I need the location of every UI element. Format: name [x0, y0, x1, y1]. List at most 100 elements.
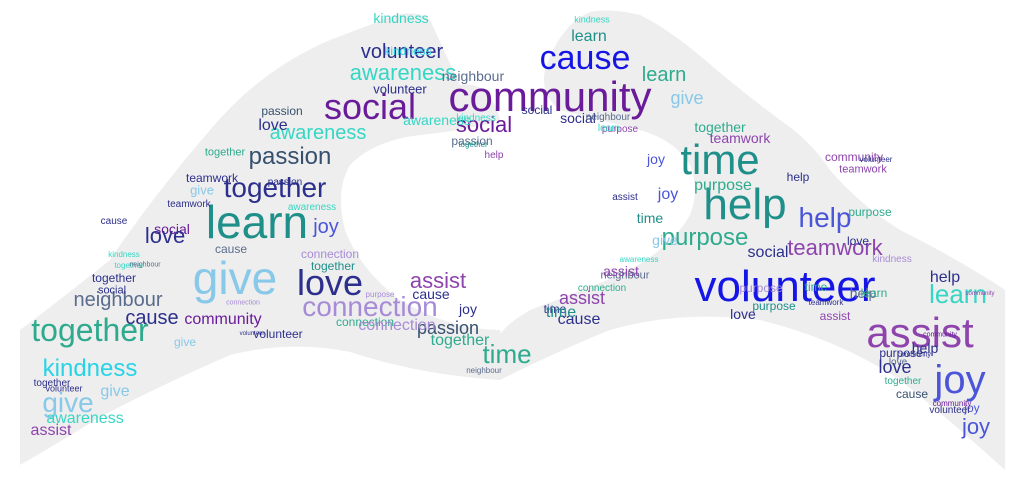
cloud-word-volunteer: volunteer [929, 405, 971, 416]
cloud-word-together: together [310, 259, 356, 273]
cloud-word-social: social [97, 284, 127, 297]
cloud-word-together: together [33, 378, 71, 389]
cloud-word-joy: joy [313, 216, 339, 238]
cloud-word-connection: connection [300, 247, 360, 261]
cloud-word-help: help [703, 180, 787, 229]
cloud-word-kindness: kindness [456, 113, 496, 124]
cloud-word-community: community [923, 331, 957, 339]
cloud-word-love: love [730, 306, 756, 322]
cloud-word-assist: assist [30, 422, 72, 439]
cloud-word-neighbour: neighbour [73, 289, 163, 311]
cloud-word-together: together [223, 172, 327, 203]
cloud-word-connection: connection [577, 283, 627, 294]
cloud-word-connection: connection [302, 291, 438, 322]
cloud-word-kindness: kindness [384, 44, 432, 58]
cloud-word-time: time [680, 136, 760, 183]
right-hand-silhouette [500, 10, 1005, 471]
cloud-word-awareness: awareness [46, 410, 124, 427]
left-hand-silhouette [20, 13, 503, 465]
cloud-word-community: community [824, 150, 884, 164]
cloud-word-cause: cause [412, 286, 450, 302]
cloud-word-help: help [929, 269, 961, 286]
cloud-word-passion: passion [451, 134, 493, 148]
cloud-word-love: love [258, 117, 288, 134]
cloud-word-give: give [190, 182, 214, 198]
cloud-word-passion: passion [248, 143, 332, 170]
cloud-word-time: time [543, 302, 567, 316]
cloud-word-together: together [114, 261, 144, 270]
cloud-word-help: help [798, 202, 852, 233]
cloud-word-cause: cause [557, 311, 601, 328]
cloud-word-together: together [458, 140, 488, 149]
cloud-word-purpose: purpose [848, 205, 892, 219]
cloud-word-joy: joy [647, 151, 665, 167]
cloud-word-joy: joy [964, 401, 980, 415]
cloud-word-purpose: purpose [879, 346, 923, 360]
cloud-word-learn: learn [860, 286, 888, 300]
cloud-word-kindness: kindness [574, 14, 610, 25]
cloud-word-neighbour: neighbour [585, 112, 631, 123]
cloud-word-learn: learn [205, 196, 309, 248]
cloud-word-together: together [430, 332, 490, 349]
cloud-word-purpose: purpose [694, 177, 752, 194]
cloud-word-assist: assist [409, 268, 467, 293]
cloud-word-assist: assist [603, 263, 639, 279]
cloud-word-neighbour: neighbour [600, 269, 650, 282]
cloud-word-assist: assist [866, 309, 974, 356]
cloud-word-volunteer: volunteer [373, 81, 427, 97]
cloud-word-connection: connection [226, 299, 260, 307]
cloud-word-volunteer: volunteer [859, 155, 893, 164]
cloud-word-community: community [184, 311, 262, 328]
cloud-word-help: help [484, 150, 504, 161]
cloud-word-joy: joy [934, 358, 986, 402]
cloud-word-awareness: awareness [619, 255, 659, 264]
cloud-word-give: give [100, 383, 130, 400]
cloud-word-teamwork: teamwork [808, 298, 844, 307]
cloud-word-awareness: awareness [287, 202, 337, 213]
cloud-word-time: time [804, 280, 828, 294]
cloud-word-volunteer: volunteer [360, 41, 444, 63]
cloud-word-cause: cause [895, 387, 929, 401]
cloud-word-kindness: kindness [373, 10, 429, 26]
cloud-word-connection: connection [335, 315, 395, 329]
cloud-word-together: together [884, 376, 922, 387]
cloud-word-give: give [652, 232, 678, 248]
cloud-word-love: love [878, 357, 912, 377]
cloud-word-love: love [296, 262, 364, 303]
cloud-word-social: social [323, 86, 417, 127]
cloud-word-neighbour: neighbour [441, 68, 505, 84]
cloud-word-joy: joy [657, 186, 679, 203]
cloud-word-social: social [154, 221, 190, 237]
cloud-word-kindness: kindness [872, 254, 912, 265]
cloud-word-teamwork: teamwork [185, 171, 239, 185]
cloud-word-cause: cause [539, 39, 631, 77]
cloud-word-learn: learn [597, 123, 621, 134]
cloud-word-social: social [560, 110, 596, 126]
cloud-word-together: together [31, 312, 149, 348]
cloud-word-community: community [897, 351, 931, 359]
cloud-word-community: community [932, 399, 972, 408]
cloud-word-joy: joy [459, 301, 477, 317]
cloud-word-community: community [448, 73, 652, 120]
cloud-word-purpose: purpose [661, 224, 749, 251]
cloud-word-teamwork: teamwork [787, 235, 883, 260]
cloud-word-purpose: purpose [365, 290, 395, 299]
cloud-word-volunteer: volunteer [253, 327, 303, 341]
cloud-word-volunteer: volunteer [45, 383, 83, 394]
cloud-word-cause: cause [100, 216, 128, 227]
cloud-word-learn: learn [571, 28, 607, 45]
cloud-word-together: together [91, 271, 137, 285]
cloud-word-awareness: awareness [349, 60, 457, 85]
cloud-word-time: time [482, 339, 532, 369]
cloud-word-together: together [204, 146, 246, 159]
cloud-word-teamwork: teamwork [167, 199, 211, 210]
cloud-word-love: love [846, 234, 870, 248]
cloud-word-purpose: purpose [739, 281, 783, 295]
cloud-word-joy: joy [961, 414, 991, 439]
cloud-word-assist: assist [612, 192, 638, 203]
cloud-word-neighbour: neighbour [466, 366, 502, 375]
cloud-word-help: help [786, 170, 810, 184]
cloud-word-love: love [888, 357, 908, 368]
cloud-word-help: help [911, 340, 939, 356]
